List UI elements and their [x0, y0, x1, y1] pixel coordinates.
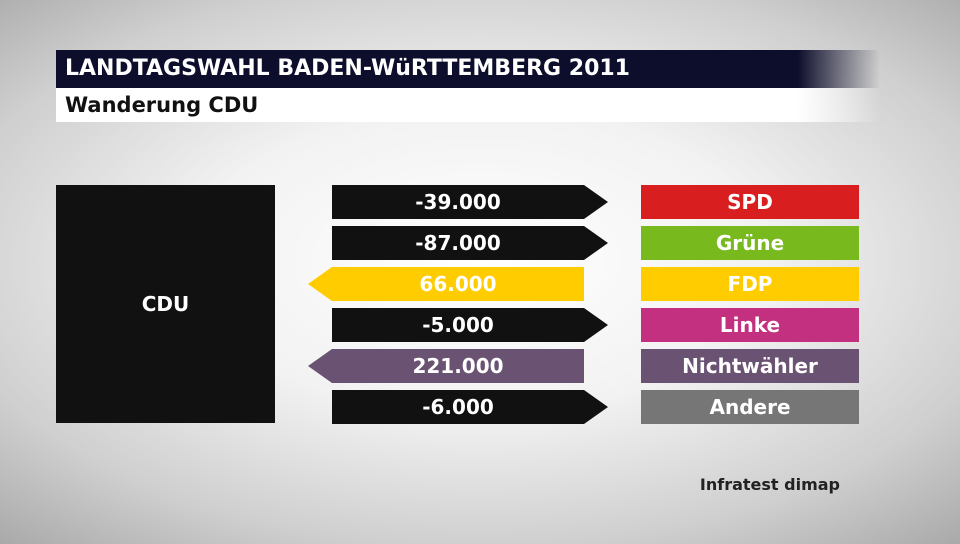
- flow-value-label: 66.000: [419, 272, 497, 296]
- party-box: Nichtwähler: [641, 349, 859, 383]
- flow-value-label: -87.000: [415, 231, 501, 255]
- source-party-label: CDU: [141, 292, 190, 316]
- flow-value-label: -39.000: [415, 190, 501, 214]
- source-party-box: CDU: [56, 185, 275, 423]
- party-box: FDP: [641, 267, 859, 301]
- flow-arrow-2: [308, 267, 584, 301]
- page-subtitle: Wanderung CDU: [56, 88, 880, 122]
- flow-arrow-0: [332, 185, 608, 219]
- flow-arrow-1: [332, 226, 608, 260]
- page-title: LANDTAGSWAHL BADEN-WüRTTEMBERG 2011: [56, 50, 880, 88]
- party-box: Linke: [641, 308, 859, 342]
- flow-value-label: 221.000: [412, 354, 504, 378]
- flow-arrow-4: [308, 349, 584, 383]
- flow-value-label: -5.000: [422, 313, 494, 337]
- party-box: Andere: [641, 390, 859, 424]
- flow-arrow-5: [332, 390, 608, 424]
- flow-value-label: -6.000: [422, 395, 494, 419]
- source-credit: Infratest dimap: [699, 475, 840, 494]
- party-box: SPD: [641, 185, 859, 219]
- flow-arrow-3: [332, 308, 608, 342]
- party-box: Grüne: [641, 226, 859, 260]
